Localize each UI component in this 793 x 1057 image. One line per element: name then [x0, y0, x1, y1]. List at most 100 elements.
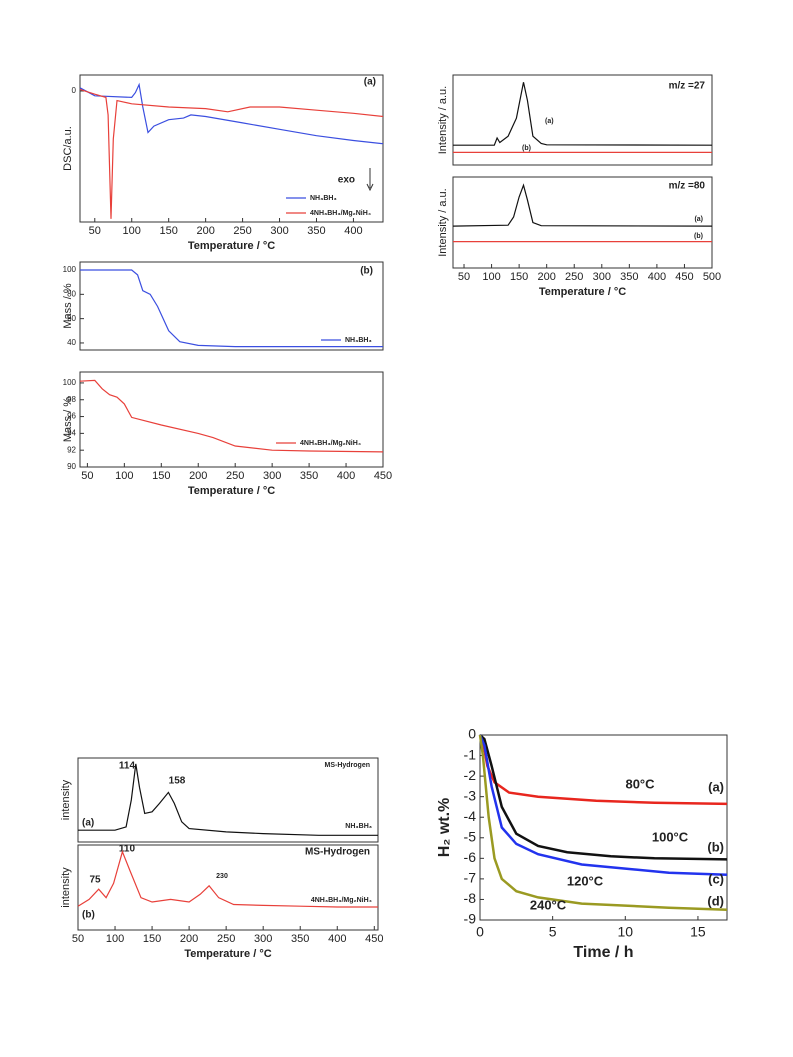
y-tick-label: 40: [67, 338, 76, 347]
x-tick-label: 450: [365, 933, 383, 945]
plot-frame: [79, 74, 384, 223]
plot-frame: [79, 261, 384, 351]
y-axis-label: DSC/a.u.: [62, 126, 74, 171]
plot-frame: [77, 844, 379, 931]
annotation: exo: [338, 175, 355, 186]
x-tick-label: 100: [123, 225, 141, 237]
x-axis-label: Temperature / °C: [184, 948, 271, 960]
y-tick-label: -3: [464, 787, 477, 803]
series-label: (a): [545, 118, 554, 125]
y-tick-label: -2: [464, 767, 477, 783]
legend-label: 4NH₃BH₃/Mg₂NiH₄: [300, 440, 361, 447]
y-tick-label: 80: [67, 289, 76, 298]
annotation: 75: [89, 875, 101, 886]
x-tick-label: 200: [196, 225, 214, 237]
x-tick-label: 200: [538, 271, 556, 283]
series-line: [478, 734, 728, 877]
x-tick-label: 50: [89, 225, 101, 237]
x-axis-label: Temperature / °C: [539, 286, 626, 298]
series-line: [77, 849, 378, 908]
x-tick-label: 300: [593, 271, 611, 283]
x-tick-label: 400: [337, 470, 355, 482]
y-tick-label: -6: [464, 849, 477, 865]
x-tick-label: 150: [143, 933, 161, 945]
series-line: [78, 763, 378, 836]
annotation: 158: [169, 776, 186, 787]
y-tick-label: 60: [67, 314, 76, 323]
x-tick-label: 50: [458, 271, 470, 283]
annotation: 230: [216, 873, 228, 880]
x-tick-label: 100: [106, 933, 124, 945]
series-label: (d): [707, 893, 724, 908]
series-line: [478, 734, 728, 806]
y-tick-label: 100: [63, 265, 77, 274]
series-line: [452, 183, 713, 227]
x-tick-label: 250: [233, 225, 251, 237]
x-tick-label: 10: [618, 924, 634, 940]
plot-frame: [452, 176, 713, 269]
series-line: [453, 82, 713, 146]
x-tick-label: 300: [254, 933, 272, 945]
y-tick-label: 0: [468, 726, 476, 742]
x-tick-label: 5: [549, 924, 557, 940]
x-tick-label: 250: [226, 470, 244, 482]
y-tick-label: 96: [67, 412, 76, 421]
series-temperature: 100°C: [652, 829, 689, 844]
x-axis-label: Temperature / °C: [188, 240, 275, 252]
y-tick-label: -8: [464, 890, 477, 906]
x-tick-label: 0: [476, 924, 484, 940]
x-tick-label: 350: [307, 225, 325, 237]
plot-frame: [79, 371, 384, 468]
x-tick-label: 100: [115, 470, 133, 482]
y-tick-label: -9: [464, 911, 477, 927]
series-temperature: 80°C: [625, 776, 655, 791]
series-label: (b): [522, 145, 531, 152]
series-label: NH₃BH₃: [345, 823, 372, 830]
x-tick-label: 50: [81, 470, 93, 482]
series-line: [79, 82, 384, 145]
series-label: (c): [708, 871, 724, 886]
plot-frame: [479, 734, 728, 921]
legend-label: 4NH₃BH₃/Mg₂NiH₄: [310, 210, 371, 217]
x-tick-label: 150: [510, 271, 528, 283]
y-tick-label: 94: [67, 428, 76, 437]
annotation: MS-Hydrogen: [305, 847, 370, 858]
x-tick-label: 350: [300, 470, 318, 482]
series-line: [79, 88, 384, 219]
y-axis-label: intensity: [60, 779, 72, 820]
series-label: (a): [694, 216, 703, 223]
y-tick-label: -4: [464, 808, 477, 824]
x-tick-label: 250: [565, 271, 583, 283]
x-tick-label: 15: [690, 924, 706, 940]
x-tick-label: 350: [291, 933, 309, 945]
annotation: MS-Hydrogen: [325, 762, 371, 769]
x-tick-label: 200: [180, 933, 198, 945]
x-tick-label: 400: [344, 225, 362, 237]
series-label: (b): [694, 233, 703, 240]
series-line: [478, 734, 728, 911]
annotation: (b): [360, 266, 373, 277]
y-tick-label: 98: [67, 395, 76, 404]
y-tick-label: 92: [67, 445, 76, 454]
series-label: 4NH₃BH₃/Mg₂NiH₄: [311, 897, 372, 904]
x-tick-label: 400: [328, 933, 346, 945]
legend-label: NH₃BH₃: [310, 195, 337, 202]
x-tick-label: 200: [189, 470, 207, 482]
x-tick-label: 300: [263, 470, 281, 482]
x-axis-label: Time / h: [573, 944, 633, 961]
series-line: [79, 379, 384, 453]
y-tick-label: -1: [464, 746, 477, 762]
x-tick-label: 250: [217, 933, 235, 945]
annotation: (a): [364, 77, 376, 88]
y-tick-label: 0: [72, 86, 77, 95]
series-temperature: 120°C: [567, 873, 604, 888]
y-tick-label: -5: [464, 828, 477, 844]
y-axis-label: H₂ wt.%: [436, 798, 453, 858]
y-axis-label: Mass / %: [62, 397, 74, 442]
legend-label: NH₃BH₃: [345, 337, 372, 344]
series-line: [80, 269, 383, 348]
exo-arrow-head: [366, 183, 374, 192]
y-axis-label: Mass / %: [62, 283, 74, 328]
y-tick-label: 90: [67, 462, 76, 471]
